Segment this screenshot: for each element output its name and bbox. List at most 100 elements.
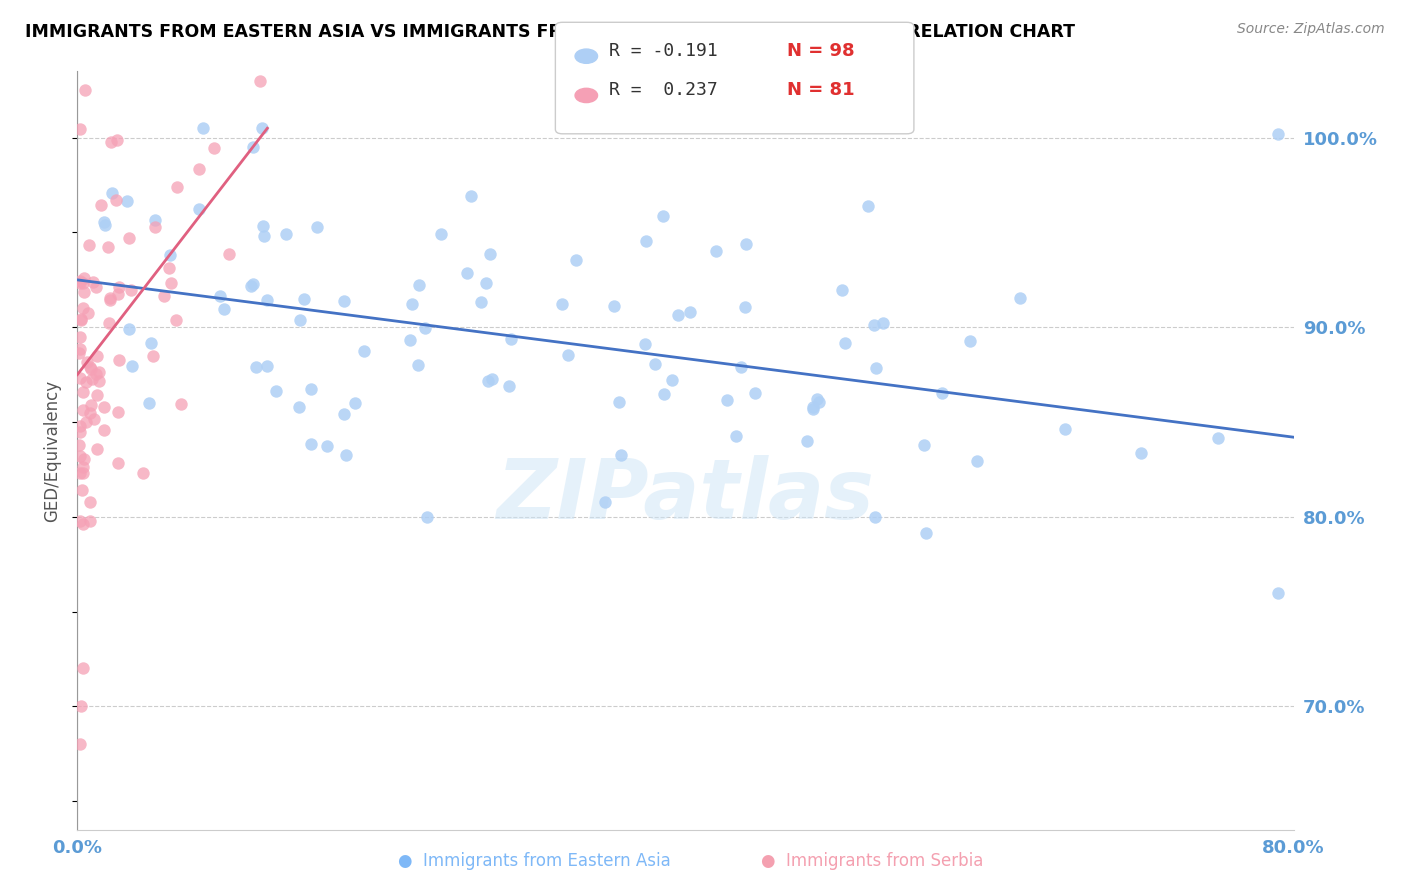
Point [157, 260, 180, 275]
Point [69, 276, 91, 290]
Point [202, 141, 225, 155]
Point [79, 359, 101, 374]
Point [69, 274, 91, 288]
Point [266, 384, 288, 398]
Point [82, 372, 104, 386]
Point [94, 218, 117, 232]
Point [1008, 291, 1031, 305]
Point [353, 344, 375, 359]
Point [557, 348, 579, 362]
Point [72, 277, 94, 291]
Point [87, 374, 110, 388]
Point [914, 526, 936, 541]
Point [93, 401, 115, 415]
Point [865, 360, 887, 375]
Point [734, 300, 756, 314]
Point [872, 316, 894, 330]
Point [252, 121, 274, 136]
Point [704, 244, 727, 259]
Point [644, 357, 666, 371]
Point [159, 248, 181, 262]
Text: N = 98: N = 98 [787, 42, 855, 60]
Point [253, 229, 276, 244]
Point [98, 291, 121, 305]
Point [288, 313, 311, 327]
Point [90, 198, 112, 212]
Y-axis label: GED/Equivalency: GED/Equivalency [44, 379, 62, 522]
Point [142, 349, 165, 363]
Point [679, 305, 702, 319]
Point [661, 374, 683, 388]
Point [652, 386, 675, 401]
Point [72, 384, 94, 399]
Point [73, 451, 96, 466]
Point [724, 428, 747, 442]
Point [70, 483, 93, 497]
Point [82, 275, 104, 289]
Point [209, 289, 232, 303]
Point [166, 180, 188, 194]
Point [72, 285, 94, 299]
Point [863, 318, 886, 333]
Point [141, 335, 163, 350]
Point [959, 334, 981, 349]
Point [415, 510, 437, 524]
Text: ●  Immigrants from Eastern Asia: ● Immigrants from Eastern Asia [398, 852, 671, 870]
Point [551, 296, 574, 310]
Point [67, 438, 90, 452]
Text: N = 81: N = 81 [787, 81, 855, 99]
Point [401, 297, 423, 311]
Point [288, 401, 311, 415]
Point [242, 277, 264, 291]
Point [69, 514, 91, 528]
Point [84, 280, 107, 294]
Point [796, 434, 818, 448]
Point [565, 253, 588, 268]
Point [735, 236, 758, 251]
Point [335, 448, 357, 462]
Point [481, 372, 503, 386]
Point [240, 279, 263, 293]
Point [479, 247, 502, 261]
Point [107, 456, 129, 470]
Point [97, 316, 120, 330]
Point [105, 193, 128, 207]
Point [86, 442, 108, 456]
Point [477, 374, 499, 388]
Point [966, 454, 988, 468]
Point [143, 220, 166, 235]
Point [170, 397, 193, 411]
Point [333, 294, 356, 309]
Point [69, 312, 91, 326]
Point [931, 386, 953, 401]
Point [97, 240, 120, 254]
Point [415, 321, 437, 335]
Point [666, 308, 689, 322]
Point [831, 283, 853, 297]
Point [105, 133, 128, 147]
Point [636, 234, 658, 248]
Point [72, 270, 94, 285]
Text: Source: ZipAtlas.com: Source: ZipAtlas.com [1237, 22, 1385, 37]
Point [72, 516, 94, 531]
Point [214, 301, 236, 316]
Point [332, 407, 354, 421]
Point [100, 186, 122, 200]
Point [121, 359, 143, 373]
Point [108, 353, 131, 368]
Point [69, 450, 91, 464]
Point [93, 214, 115, 228]
Point [187, 202, 209, 217]
Point [456, 266, 478, 280]
Point [1206, 431, 1229, 445]
Point [153, 288, 176, 302]
Point [72, 460, 94, 475]
Point [69, 122, 91, 136]
Point [77, 238, 100, 252]
Point [69, 342, 91, 356]
Point [72, 301, 94, 315]
Point [256, 293, 278, 307]
Text: ●  Immigrants from Serbia: ● Immigrants from Serbia [761, 852, 983, 870]
Point [80, 362, 103, 376]
Point [470, 295, 492, 310]
